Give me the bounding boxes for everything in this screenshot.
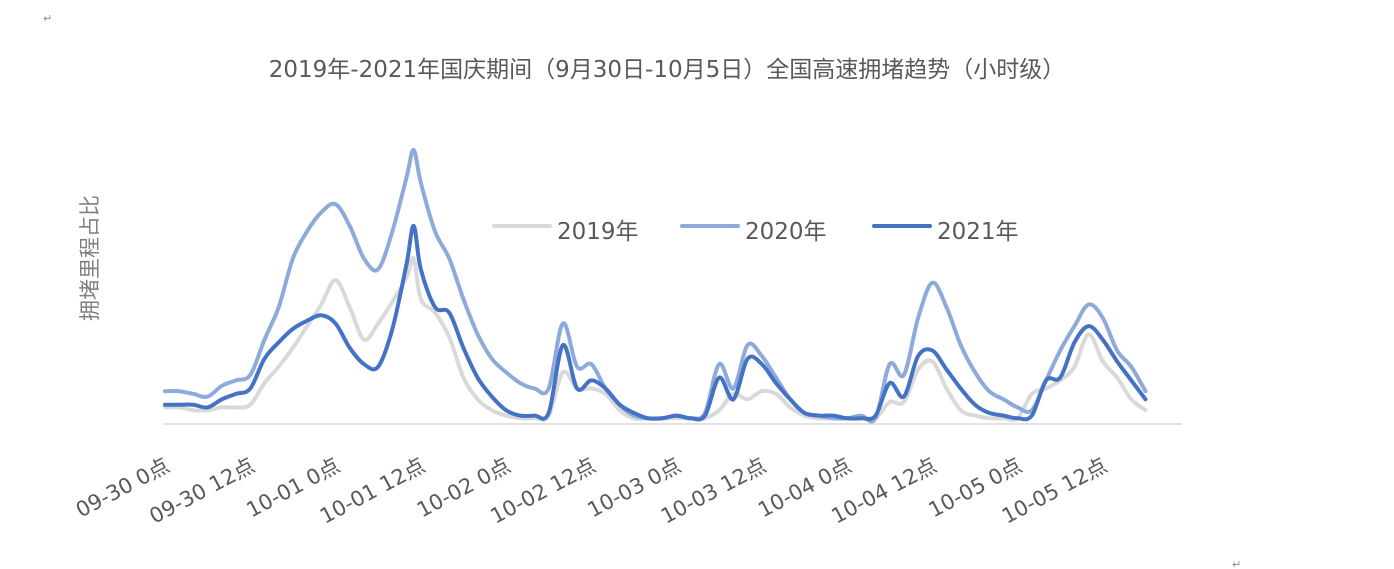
corner-mark-top-left: ↵ <box>43 12 52 25</box>
y-axis-label: 拥堵里程占比 <box>78 195 102 321</box>
legend-label-2021: 2021年 <box>937 219 1019 245</box>
legend-label-2020: 2020年 <box>745 219 827 245</box>
legend: 2019年 2020年 2021年 <box>492 219 1019 245</box>
series-line-2021 <box>163 223 1148 422</box>
corner-mark-bottom-right: ↵ <box>1232 558 1241 569</box>
series-line-2020 <box>163 147 1148 424</box>
series-layer <box>163 147 1148 424</box>
chart-title: 2019年-2021年国庆期间（9月30日-10月5日）全国高速拥堵趋势（小时级… <box>269 57 1065 83</box>
legend-label-2019: 2019年 <box>557 219 639 245</box>
